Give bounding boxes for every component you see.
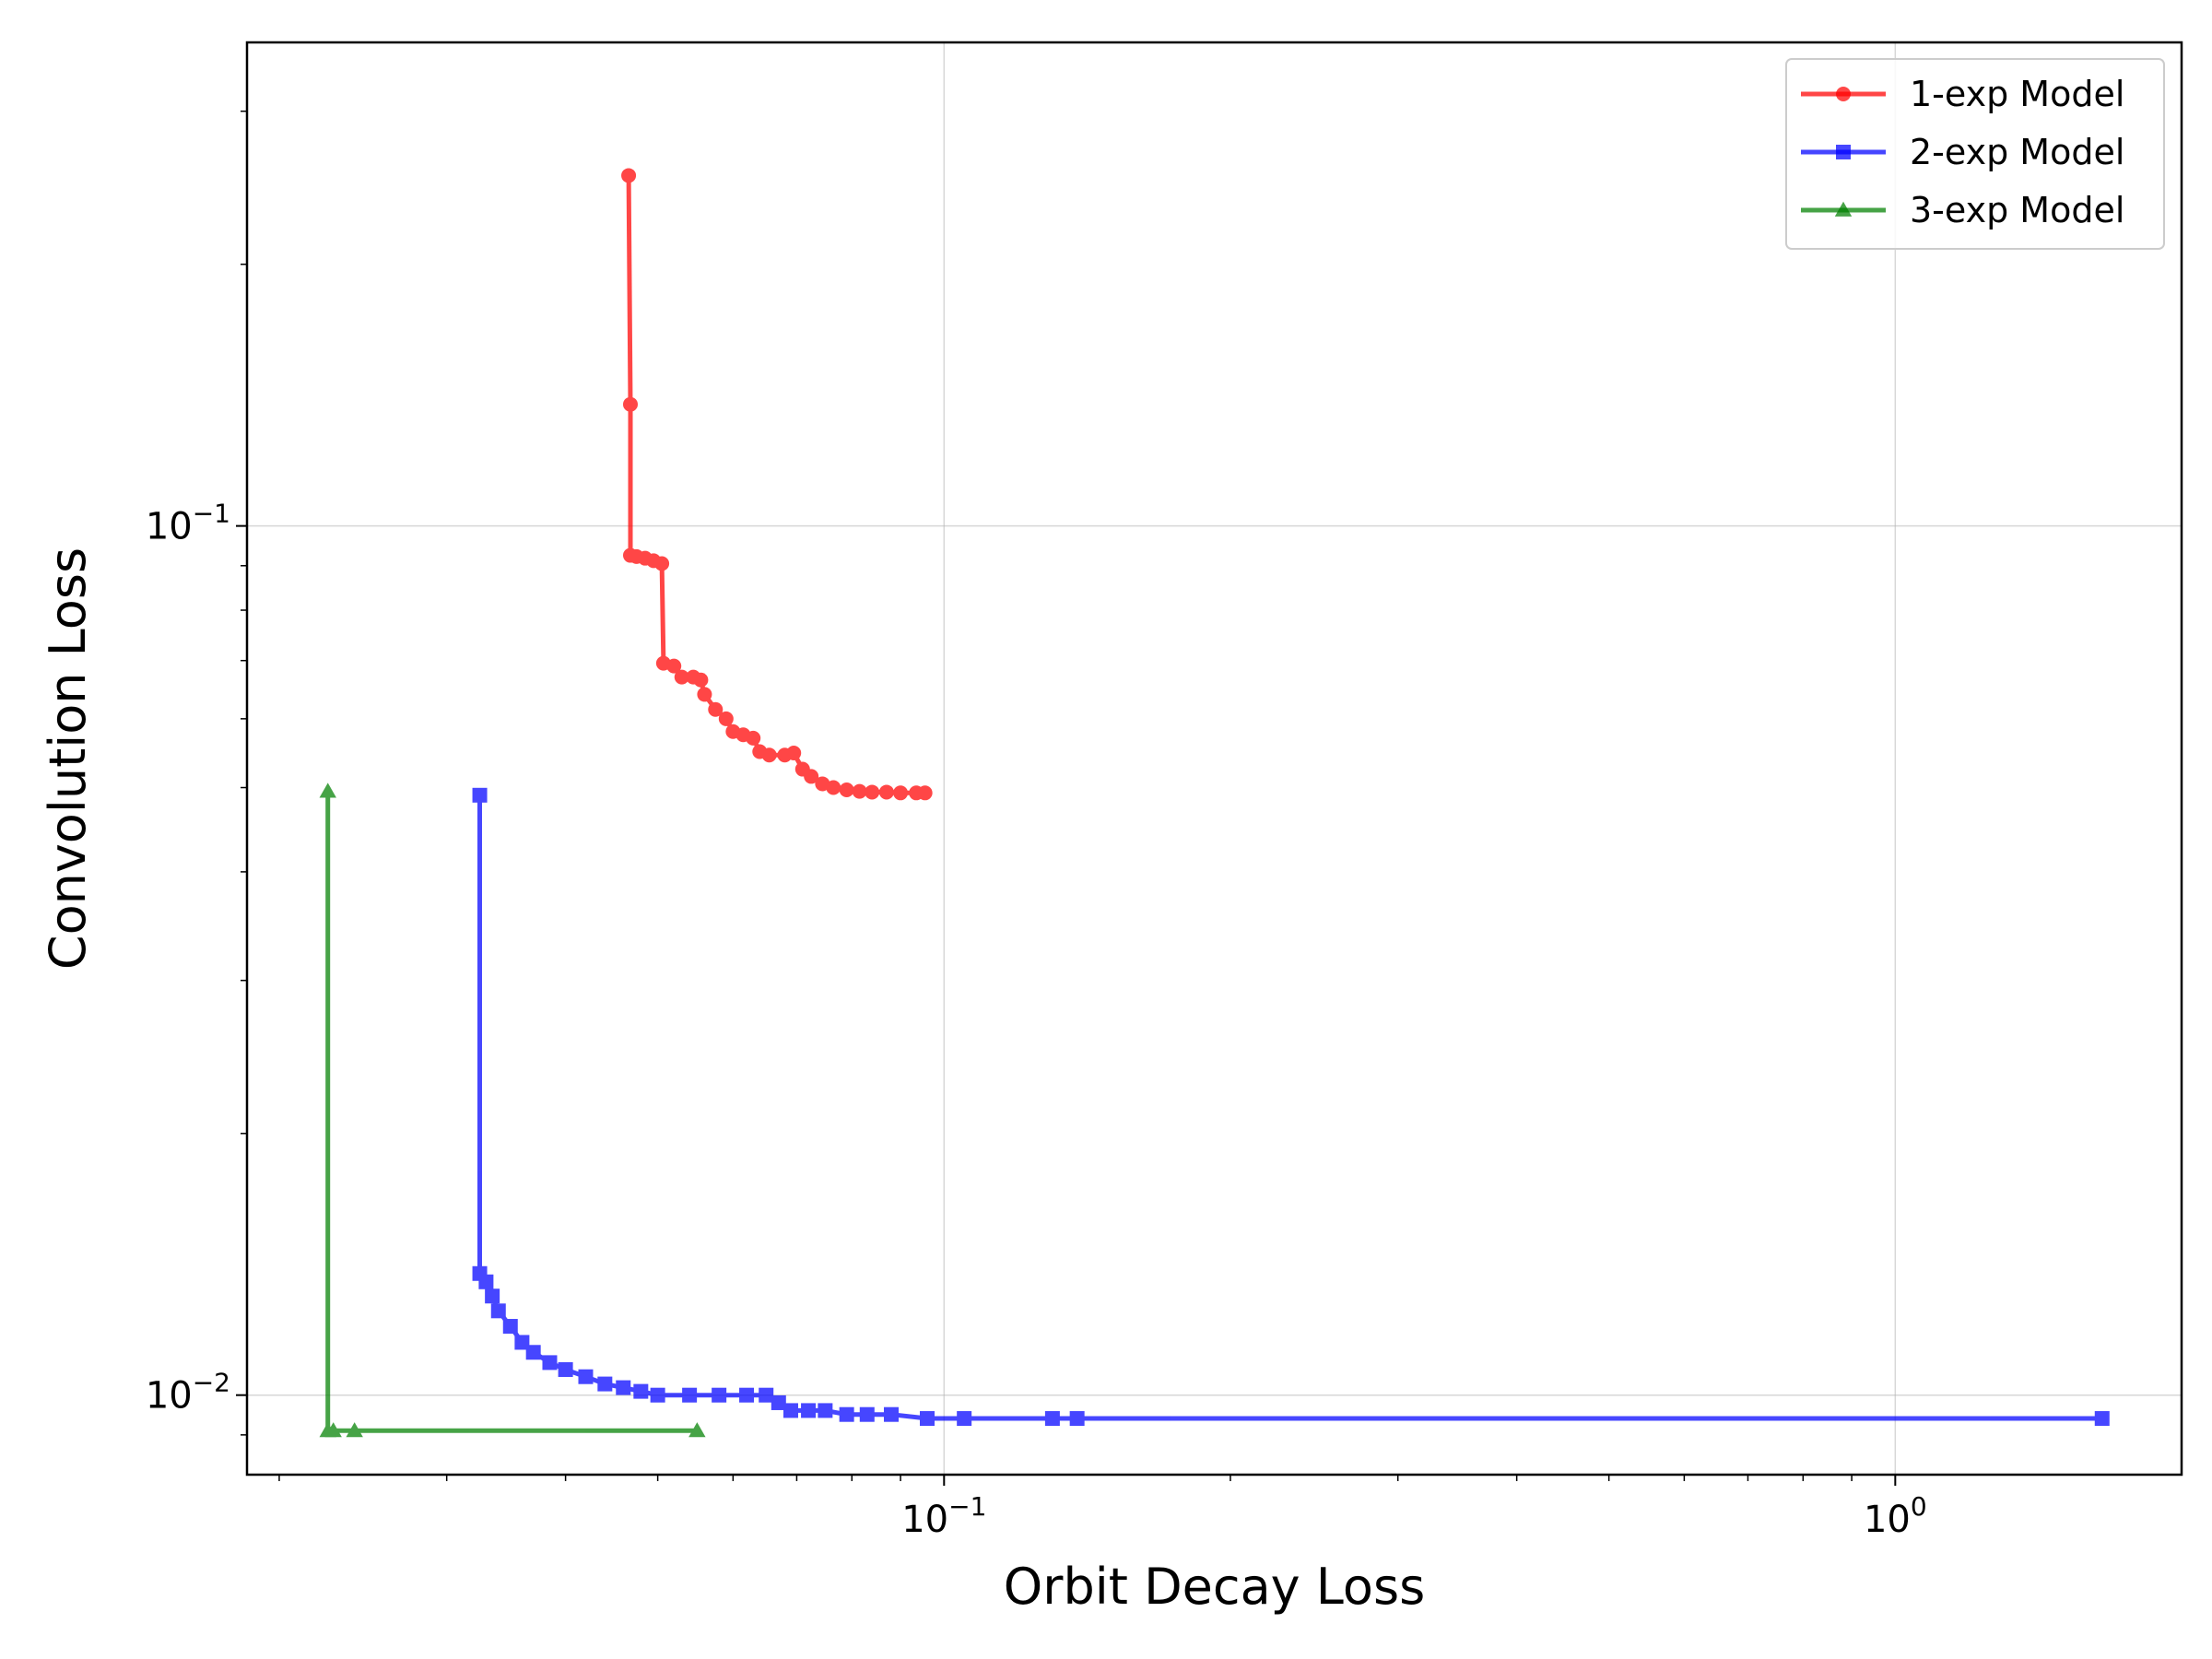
data-point (746, 730, 761, 746)
data-point (839, 782, 854, 797)
legend-item: 3-exp Model (1801, 190, 2124, 230)
data-point (525, 1345, 541, 1360)
data-point (621, 168, 637, 183)
data-point (514, 1335, 530, 1350)
data-point (739, 1387, 755, 1403)
legend-label: 2-exp Model (1910, 132, 2124, 172)
ticks: 10−1 100 10−1 10−2 (146, 110, 1927, 1541)
data-point (865, 784, 880, 800)
series-line (626, 175, 925, 795)
series-1 (621, 168, 933, 801)
data-point (633, 1383, 649, 1399)
data-point (674, 669, 689, 685)
legend-item: 2-exp Model (1801, 132, 2124, 172)
data-point (839, 1406, 854, 1422)
y-axis-label: Convolution Loss (39, 547, 97, 970)
data-point (708, 701, 724, 717)
legend-marker (1836, 145, 1851, 159)
data-point (688, 1422, 706, 1438)
data-point (558, 1361, 573, 1377)
data-point (666, 658, 682, 674)
data-point (761, 747, 777, 763)
y-tick-label: 10−1 (146, 499, 230, 548)
data-point (818, 1403, 833, 1418)
data-point (654, 556, 670, 571)
data-point (878, 784, 894, 800)
legend-label: 3-exp Model (1910, 190, 2124, 230)
x-axis-label: Orbit Decay Loss (1004, 1558, 1425, 1616)
data-point (616, 1380, 631, 1395)
data-point (917, 785, 933, 801)
data-point (893, 785, 909, 801)
data-point (578, 1369, 594, 1384)
data-point (826, 780, 841, 795)
data-point (2094, 1411, 2110, 1427)
data-point (542, 1355, 558, 1371)
data-point (771, 1394, 786, 1410)
data-point (319, 782, 336, 798)
series-3 (319, 782, 706, 1438)
data-point (859, 1406, 875, 1422)
data-point (920, 1411, 935, 1427)
data-point (884, 1406, 900, 1422)
legend: 1-exp Model 2-exp Model 3-exp Model (1785, 58, 2165, 250)
series-line (325, 791, 698, 1433)
data-point (957, 1411, 972, 1427)
data-point (485, 1288, 500, 1304)
x-tick-label: 100 (1864, 1491, 1927, 1541)
data-point (804, 769, 819, 784)
x-tick-label: 10−1 (901, 1491, 986, 1541)
data-point (502, 1319, 518, 1335)
data-point (697, 687, 712, 702)
series-layer (319, 168, 2110, 1438)
data-point (852, 783, 867, 799)
data-point (712, 1387, 727, 1403)
data-point (1044, 1411, 1060, 1427)
data-point (782, 1403, 798, 1418)
data-point (718, 711, 734, 726)
y-tick-label: 10−2 (146, 1368, 230, 1418)
data-point (682, 1387, 698, 1403)
data-point (650, 1387, 665, 1403)
data-point (478, 1274, 494, 1289)
data-point (472, 787, 488, 803)
data-point (324, 1422, 342, 1438)
data-point (801, 1403, 817, 1418)
legend-marker (1836, 87, 1851, 101)
grid (247, 42, 2182, 1475)
series-line (477, 794, 2102, 1421)
legend-item: 1-exp Model (1801, 74, 2124, 114)
data-point (693, 672, 709, 688)
data-point (1069, 1411, 1085, 1427)
legend-box (1785, 58, 2165, 250)
data-point (759, 1387, 774, 1403)
plot-frame (245, 41, 2183, 1477)
data-point (490, 1303, 506, 1319)
legend-marker (1834, 201, 1853, 217)
data-point (786, 745, 802, 760)
data-point (597, 1376, 613, 1392)
data-point (622, 396, 638, 412)
legend-label: 1-exp Model (1910, 74, 2124, 114)
series-2 (472, 787, 2110, 1427)
data-point (346, 1422, 363, 1438)
